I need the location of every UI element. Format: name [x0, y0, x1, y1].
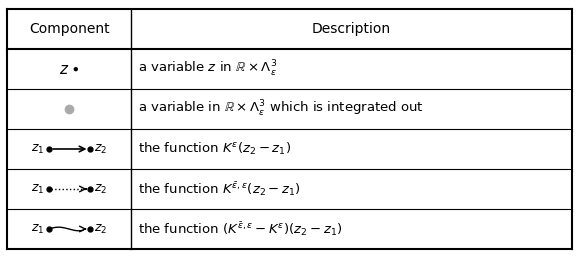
Text: a variable $z$ in $\mathbb{R} \times \Lambda^3_\varepsilon$: a variable $z$ in $\mathbb{R} \times \La… — [138, 59, 277, 79]
Text: $z_2$: $z_2$ — [94, 142, 108, 156]
Text: Component: Component — [29, 22, 109, 36]
Text: the function $K^{\bar{\varepsilon},\varepsilon}(z_2 - z_1)$: the function $K^{\bar{\varepsilon},\vare… — [138, 180, 301, 198]
Text: $z_2$: $z_2$ — [94, 182, 108, 196]
Text: $z_2$: $z_2$ — [94, 222, 108, 236]
Text: $z_1$: $z_1$ — [31, 222, 44, 236]
Text: $z_1$: $z_1$ — [31, 142, 44, 156]
Text: a variable in $\mathbb{R} \times \Lambda^3_\varepsilon$ which is integrated out: a variable in $\mathbb{R} \times \Lambda… — [138, 99, 424, 119]
Text: the function $(K^{\bar{\varepsilon},\varepsilon} - K^{\varepsilon})(z_2 - z_1)$: the function $(K^{\bar{\varepsilon},\var… — [138, 220, 343, 238]
Text: Description: Description — [312, 22, 391, 36]
Text: $z\bullet$: $z\bullet$ — [59, 61, 79, 77]
Text: $z_1$: $z_1$ — [31, 182, 44, 196]
Text: the function $K^{\varepsilon}(z_2 - z_1)$: the function $K^{\varepsilon}(z_2 - z_1)… — [138, 141, 291, 157]
